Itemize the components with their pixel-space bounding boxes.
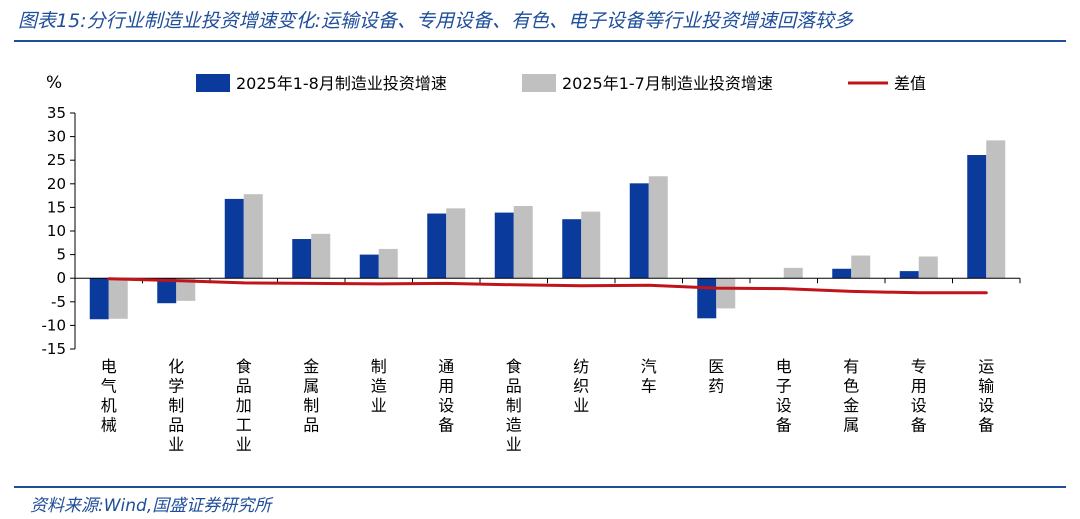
bar-2025-jan-jul — [176, 278, 196, 301]
y-tick-label: -15 — [42, 340, 67, 358]
category-label: 电气机械 — [101, 357, 117, 435]
chart-title: 图表15:分行业制造业投资增速变化:运输设备、专用设备、有色、电子设备等行业投资… — [18, 10, 853, 32]
category-label: 制造业 — [371, 357, 387, 415]
bar-2025-jan-jul — [581, 211, 601, 279]
y-tick-label: -10 — [42, 316, 67, 334]
y-tick-label: 5 — [56, 246, 66, 264]
legend-label: 差值 — [894, 74, 926, 93]
category-label: 运输设备 — [978, 357, 994, 435]
category-label: 专用设备 — [911, 357, 927, 435]
legend-label: 2025年1-8月制造业投资增速 — [236, 74, 447, 93]
bar-2025-jan-aug — [157, 278, 177, 304]
bar-2025-jan-aug — [967, 155, 987, 279]
bar-2025-jan-jul — [986, 140, 1006, 279]
bar-2025-jan-aug — [629, 183, 649, 279]
bar-2025-jan-jul — [513, 205, 533, 279]
bars — [89, 140, 1006, 320]
bar-2025-jan-aug — [89, 278, 109, 320]
category-label: 电子设备 — [776, 357, 792, 435]
y-tick-label: 10 — [47, 222, 66, 240]
bar-2025-jan-aug — [359, 254, 379, 279]
y-tick-label: -5 — [51, 293, 66, 311]
y-axis: 35 30 25 20 15 10 5 0 -5 -10 -15 — [42, 104, 76, 358]
bar-2025-jan-aug — [562, 219, 582, 279]
title-divider — [14, 40, 1066, 42]
category-label: 汽车 — [641, 357, 657, 396]
y-tick-label: 25 — [47, 151, 66, 169]
bar-2025-jan-jul — [851, 255, 871, 279]
bar-2025-jan-aug — [697, 278, 717, 319]
bar-2025-jan-jul — [311, 233, 331, 279]
source-note: 资料来源:Wind,国盛证券研究所 — [30, 496, 272, 516]
category-labels: 电气机械 化学制品业 食品加工业 金属制品 制造业 通用设备 食品制造业 纺织业 汽车 医药 电子设… — [101, 357, 995, 454]
bar-2025-jan-aug — [899, 271, 919, 279]
bar-2025-jan-jul — [446, 208, 466, 279]
bar-2025-jan-aug — [224, 198, 244, 279]
bar-2025-jan-jul — [918, 256, 938, 279]
category-label: 金属制品 — [303, 357, 319, 435]
category-label: 通用设备 — [438, 357, 454, 435]
bar-2025-jan-jul — [648, 176, 668, 279]
bar-2025-jan-jul — [783, 267, 803, 279]
bar-2025-jan-jul — [378, 248, 398, 279]
difference-line — [107, 277, 988, 295]
y-tick-label: 35 — [47, 104, 66, 122]
y-tick-label: 0 — [56, 269, 66, 287]
legend: 2025年1-8月制造业投资增速 2025年1-7月制造业投资增速 差值 — [196, 74, 926, 93]
category-label: 纺织业 — [573, 357, 589, 415]
source-divider — [14, 486, 1066, 488]
bar-chart: 2025年1-8月制造业投资增速 2025年1-7月制造业投资增速 差值 35 30 2… — [42, 74, 1021, 454]
category-label: 食品加工业 — [236, 357, 252, 454]
y-tick-label: 15 — [47, 198, 66, 216]
legend-swatch — [196, 74, 230, 92]
bar-2025-jan-aug — [292, 239, 312, 279]
category-label: 有色金属 — [843, 357, 859, 435]
bar-2025-jan-aug — [494, 212, 514, 279]
bar-2025-jan-jul — [108, 278, 128, 319]
bar-2025-jan-aug — [427, 213, 447, 279]
category-label: 医药 — [708, 357, 724, 396]
bar-2025-jan-jul — [716, 278, 736, 309]
y-axis-unit: % — [46, 73, 63, 93]
legend-swatch — [522, 74, 556, 92]
category-label: 化学制品业 — [168, 357, 184, 454]
difference-line-path — [107, 277, 988, 295]
legend-label: 2025年1-7月制造业投资增速 — [562, 74, 773, 93]
bar-2025-jan-jul — [243, 194, 263, 279]
y-tick-label: 30 — [47, 128, 66, 146]
y-tick-label: 20 — [47, 175, 66, 193]
bar-2025-jan-aug — [832, 268, 852, 279]
category-label: 食品制造业 — [506, 357, 522, 454]
